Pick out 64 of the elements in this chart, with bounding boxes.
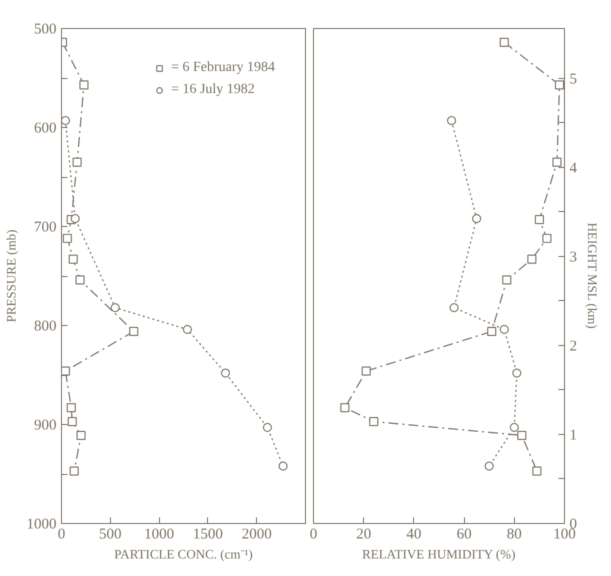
point [362, 366, 371, 376]
x-tick-label: 40 [406, 526, 422, 542]
point [552, 158, 562, 167]
point [554, 80, 564, 90]
point [450, 303, 459, 312]
x-tick-label: 60 [456, 526, 472, 542]
x-tick-label: 20 [356, 526, 372, 542]
legend-label: = 16 July 1982 [171, 82, 255, 98]
x-axis-title: PARTICLE CONC. (cm⁻¹) [114, 546, 253, 562]
y-tick-label: 1000 [26, 516, 56, 532]
point [278, 462, 288, 471]
point [72, 158, 82, 167]
point [70, 214, 80, 224]
point [262, 422, 272, 432]
point [447, 116, 456, 126]
point [527, 254, 536, 264]
point [502, 275, 512, 285]
point [510, 422, 519, 432]
point [79, 80, 88, 90]
x-tick-label: 500 [99, 526, 122, 542]
y-tick-label: 700 [34, 220, 56, 236]
point [487, 326, 496, 336]
point [340, 403, 350, 412]
point [182, 324, 192, 334]
point [472, 214, 482, 224]
point [68, 416, 77, 426]
point [220, 368, 230, 378]
y2-axis-title: HEIGHT MSL (km) [585, 222, 600, 329]
x-tick-label: 1500 [192, 526, 223, 542]
point [62, 234, 72, 243]
point [500, 38, 509, 47]
point [534, 215, 544, 224]
x-tick-label: 80 [506, 526, 522, 542]
point [75, 275, 85, 285]
x-tick-label: 0 [310, 526, 318, 542]
x-tick-label: 1000 [144, 526, 174, 542]
y2-tick-label: 5 [570, 71, 577, 88]
y-axis-title: PRESSURE (mb) [4, 230, 18, 322]
point [70, 466, 79, 476]
point [512, 368, 522, 378]
y2-tick-label: 2 [570, 338, 577, 354]
point [369, 416, 378, 426]
x-axis-title: RELATIVE HUMIDITY (%) [362, 546, 516, 562]
point [542, 234, 552, 243]
x-tick-label: 2000 [242, 526, 272, 542]
point [532, 466, 542, 476]
point [129, 326, 138, 336]
point [62, 116, 70, 126]
point [66, 403, 76, 412]
x-tick-label: 0 [58, 526, 66, 542]
y2-tick-label: 1 [570, 427, 577, 444]
y-tick-label: 900 [34, 418, 56, 434]
legend-label: = 6 February 1984 [171, 60, 275, 76]
y-tick-label: 800 [34, 318, 56, 334]
y-tick-label: 500 [34, 22, 56, 38]
point [68, 254, 78, 264]
point [484, 462, 494, 471]
y-tick-label: 600 [34, 120, 56, 136]
point [500, 324, 509, 334]
point [517, 430, 526, 440]
point [76, 430, 86, 440]
y2-tick-label: 3 [570, 249, 577, 266]
y2-tick-label: 4 [570, 160, 578, 176]
point [110, 303, 120, 312]
